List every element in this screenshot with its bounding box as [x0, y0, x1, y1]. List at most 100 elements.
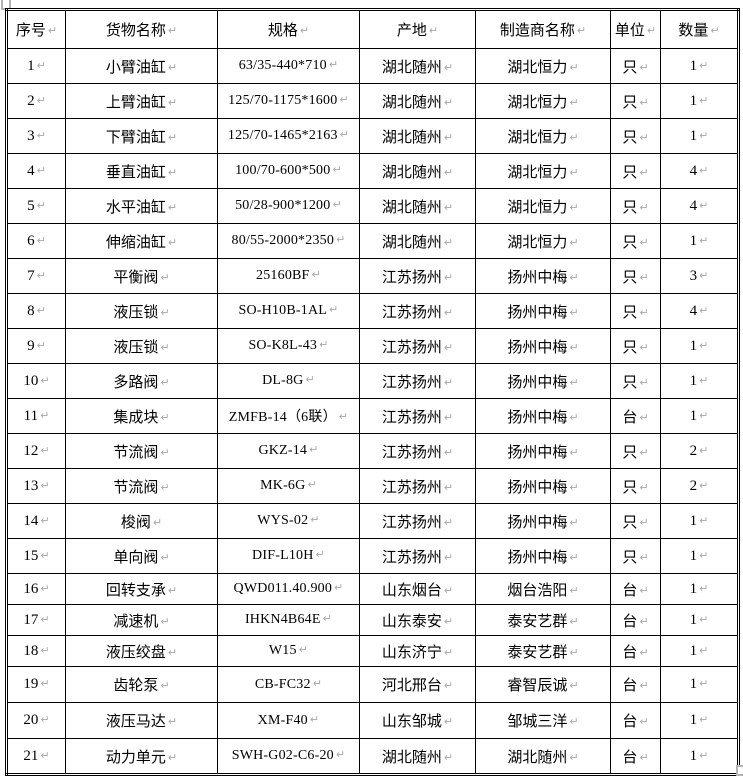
cell-unit[interactable]: 只 ↵ — [610, 503, 661, 539]
cell-origin[interactable]: 湖北随州 ↵ — [359, 48, 476, 84]
cell-origin[interactable]: 江苏扬州 ↵ — [359, 363, 476, 399]
cell-qty[interactable]: 4 ↵ — [660, 293, 739, 329]
cell-unit[interactable]: 台 ↵ — [610, 573, 661, 605]
cell-manufacturer[interactable]: 泰安艺群 ↵ — [475, 635, 611, 667]
cell-unit[interactable]: 只 ↵ — [610, 363, 661, 399]
cell-manufacturer[interactable]: 湖北恒力 ↵ — [475, 153, 611, 189]
cell-manufacturer[interactable]: 扬州中梅 ↵ — [475, 398, 611, 434]
cell-no[interactable]: 21 ↵ — [6, 738, 66, 775]
cell-origin[interactable]: 湖北随州 ↵ — [359, 118, 476, 154]
cell-name[interactable]: 小臂油缸 ↵ — [65, 48, 218, 84]
cell-spec[interactable]: IHKN4B64E ↵ — [217, 604, 360, 636]
cell-no[interactable]: 19 ↵ — [6, 666, 66, 703]
cell-unit[interactable]: 台 ↵ — [610, 635, 661, 667]
col-header-name[interactable]: 货物名称 ↵ — [65, 9, 218, 49]
cell-name[interactable]: 减速机 ↵ — [65, 604, 218, 636]
cell-origin[interactable]: 江苏扬州 ↵ — [359, 328, 476, 364]
cell-unit[interactable]: 台 ↵ — [610, 738, 661, 775]
cell-no[interactable]: 13 ↵ — [6, 468, 66, 504]
cell-manufacturer[interactable]: 湖北随州 ↵ — [475, 738, 611, 775]
cell-qty[interactable]: 1 ↵ — [660, 83, 739, 119]
cell-no[interactable]: 8 ↵ — [6, 293, 66, 329]
cell-qty[interactable]: 1 ↵ — [660, 328, 739, 364]
cell-name[interactable]: 伸缩油缸 ↵ — [65, 223, 218, 259]
cell-name[interactable]: 平衡阀 ↵ — [65, 258, 218, 294]
cell-name[interactable]: 液压绞盘 ↵ — [65, 635, 218, 667]
cell-manufacturer[interactable]: 湖北恒力 ↵ — [475, 83, 611, 119]
cell-unit[interactable]: 只 ↵ — [610, 223, 661, 259]
cell-spec[interactable]: 125/70-1465*2163 ↵ — [217, 118, 360, 154]
col-header-qty[interactable]: 数量 ↵ — [660, 9, 739, 49]
cell-origin[interactable]: 湖北随州 ↵ — [359, 83, 476, 119]
cell-manufacturer[interactable]: 扬州中梅 ↵ — [475, 328, 611, 364]
cell-spec[interactable]: 80/55-2000*2350 ↵ — [217, 223, 360, 259]
cell-name[interactable]: 齿轮泵 ↵ — [65, 666, 218, 703]
cell-no[interactable]: 3 ↵ — [6, 118, 66, 154]
cell-unit[interactable]: 只 ↵ — [610, 433, 661, 469]
cell-no[interactable]: 12 ↵ — [6, 433, 66, 469]
cell-spec[interactable]: GKZ-14 ↵ — [217, 433, 360, 469]
cell-manufacturer[interactable]: 扬州中梅 ↵ — [475, 433, 611, 469]
cell-qty[interactable]: 1 ↵ — [660, 48, 739, 84]
cell-name[interactable]: 液压锁 ↵ — [65, 328, 218, 364]
cell-qty[interactable]: 3 ↵ — [660, 258, 739, 294]
cell-manufacturer[interactable]: 泰安艺群 ↵ — [475, 604, 611, 636]
cell-no[interactable]: 20 ↵ — [6, 702, 66, 739]
cell-spec[interactable]: SO-K8L-43 ↵ — [217, 328, 360, 364]
cell-name[interactable]: 液压马达 ↵ — [65, 702, 218, 739]
cell-spec[interactable]: 125/70-1175*1600 ↵ — [217, 83, 360, 119]
cell-no[interactable]: 7 ↵ — [6, 258, 66, 294]
cell-spec[interactable]: DIF-L10H ↵ — [217, 538, 360, 574]
cell-qty[interactable]: 2 ↵ — [660, 433, 739, 469]
cell-manufacturer[interactable]: 扬州中梅 ↵ — [475, 468, 611, 504]
cell-origin[interactable]: 湖北随州 ↵ — [359, 153, 476, 189]
cell-qty[interactable]: 1 ↵ — [660, 398, 739, 434]
cell-origin[interactable]: 江苏扬州 ↵ — [359, 398, 476, 434]
cell-no[interactable]: 14 ↵ — [6, 503, 66, 539]
cell-name[interactable]: 单向阀 ↵ — [65, 538, 218, 574]
cell-unit[interactable]: 只 ↵ — [610, 188, 661, 224]
cell-unit[interactable]: 只 ↵ — [610, 293, 661, 329]
cell-origin[interactable]: 江苏扬州 ↵ — [359, 293, 476, 329]
cell-name[interactable]: 垂直油缸 ↵ — [65, 153, 218, 189]
cell-name[interactable]: 多路阀 ↵ — [65, 363, 218, 399]
cell-origin[interactable]: 山东济宁 ↵ — [359, 635, 476, 667]
cell-origin[interactable]: 江苏扬州 ↵ — [359, 468, 476, 504]
cell-origin[interactable]: 山东泰安 ↵ — [359, 604, 476, 636]
cell-no[interactable]: 5 ↵ — [6, 188, 66, 224]
cell-spec[interactable]: SWH-G02-C6-20 ↵ — [217, 738, 360, 775]
cell-manufacturer[interactable]: 扬州中梅 ↵ — [475, 293, 611, 329]
cell-qty[interactable]: 1 ↵ — [660, 702, 739, 739]
cell-no[interactable]: 16 ↵ — [6, 573, 66, 605]
cell-origin[interactable]: 江苏扬州 ↵ — [359, 538, 476, 574]
cell-manufacturer[interactable]: 湖北恒力 ↵ — [475, 223, 611, 259]
cell-unit[interactable]: 只 ↵ — [610, 468, 661, 504]
cell-origin[interactable]: 湖北随州 ↵ — [359, 223, 476, 259]
col-header-spec[interactable]: 规格 ↵ — [217, 9, 360, 49]
cell-manufacturer[interactable]: 睿智辰诚 ↵ — [475, 666, 611, 703]
cell-spec[interactable]: SO-H10B-1AL ↵ — [217, 293, 360, 329]
cell-qty[interactable]: 1 ↵ — [660, 223, 739, 259]
cell-no[interactable]: 9 ↵ — [6, 328, 66, 364]
cell-name[interactable]: 梭阀 ↵ — [65, 503, 218, 539]
cell-qty[interactable]: 1 ↵ — [660, 538, 739, 574]
cell-name[interactable]: 下臂油缸 ↵ — [65, 118, 218, 154]
col-header-unit[interactable]: 单位 ↵ — [610, 9, 661, 49]
cell-origin[interactable]: 江苏扬州 ↵ — [359, 433, 476, 469]
cell-unit[interactable]: 台 ↵ — [610, 666, 661, 703]
cell-origin[interactable]: 山东邹城 ↵ — [359, 702, 476, 739]
cell-no[interactable]: 18 ↵ — [6, 635, 66, 667]
cell-spec[interactable]: 25160BF ↵ — [217, 258, 360, 294]
cell-unit[interactable]: 只 ↵ — [610, 118, 661, 154]
cell-manufacturer[interactable]: 湖北恒力 ↵ — [475, 118, 611, 154]
cell-spec[interactable]: DL-8G ↵ — [217, 363, 360, 399]
cell-origin[interactable]: 江苏扬州 ↵ — [359, 503, 476, 539]
cell-origin[interactable]: 山东烟台 ↵ — [359, 573, 476, 605]
cell-name[interactable]: 水平油缸 ↵ — [65, 188, 218, 224]
cell-manufacturer[interactable]: 扬州中梅 ↵ — [475, 538, 611, 574]
table-resize-handle-icon[interactable] — [736, 765, 743, 776]
cell-unit[interactable]: 只 ↵ — [610, 48, 661, 84]
cell-unit[interactable]: 台 ↵ — [610, 604, 661, 636]
cell-no[interactable]: 15 ↵ — [6, 538, 66, 574]
col-header-origin[interactable]: 产地 ↵ — [359, 9, 476, 49]
